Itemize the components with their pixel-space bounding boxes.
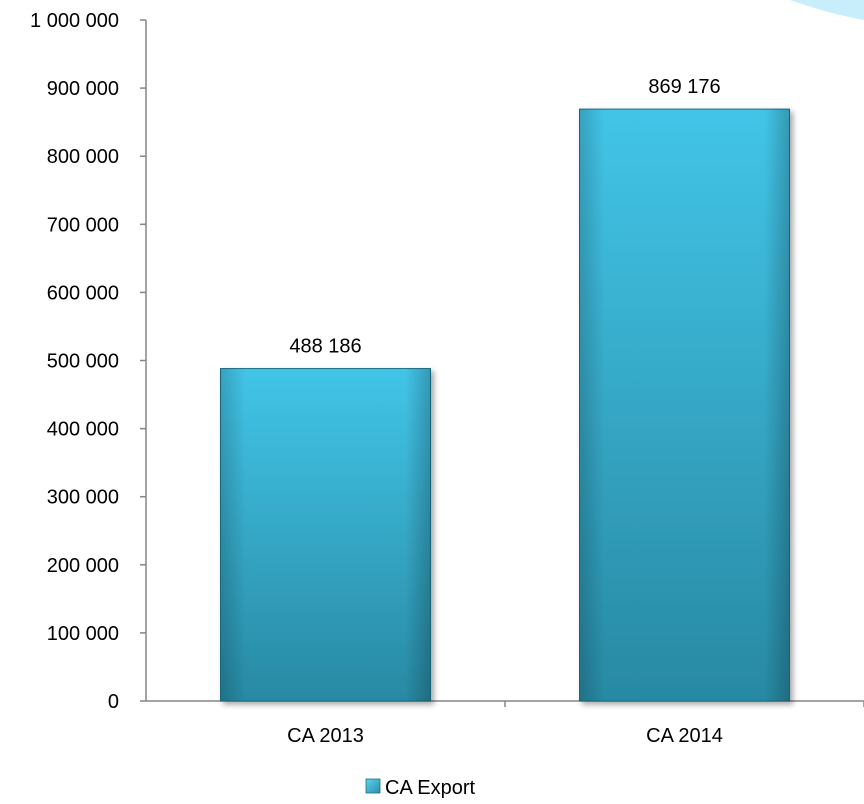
data-label: 488 186 <box>289 336 361 358</box>
y-tick-label: 900 000 <box>47 78 119 100</box>
decorative-swoosh <box>790 0 864 20</box>
y-tick-label: 300 000 <box>47 487 119 509</box>
data-label: 869 176 <box>648 76 720 98</box>
bar-bevel <box>220 368 431 701</box>
legend-label: CA Export <box>385 777 475 799</box>
y-tick-label: 700 000 <box>47 214 119 236</box>
y-tick-label: 500 000 <box>47 351 119 373</box>
y-tick-label: 800 000 <box>47 146 119 168</box>
y-tick-label: 1 000 000 <box>30 10 119 32</box>
y-tick-label: 400 000 <box>47 419 119 441</box>
x-tick-label: CA 2013 <box>287 725 364 747</box>
y-tick-label: 600 000 <box>47 282 119 304</box>
x-tick-label: CA 2014 <box>646 725 723 747</box>
bar-bevel <box>579 109 790 702</box>
y-tick-label: 0 <box>108 691 119 713</box>
bar-group <box>579 108 790 702</box>
y-tick-label: 200 000 <box>47 555 119 577</box>
legend-swatch <box>365 778 381 794</box>
bar-group <box>220 368 431 702</box>
y-tick-label: 100 000 <box>47 623 119 645</box>
plot-area: 0 100 000 200 000 300 000 400 000 500 000 600 … <box>30 10 864 747</box>
legend: CA Export <box>365 777 475 799</box>
